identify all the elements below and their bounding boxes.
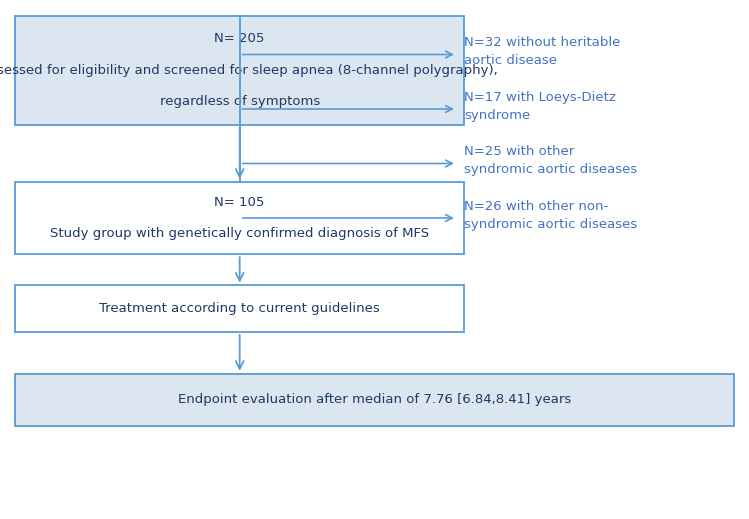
Text: N=17 with Loeys-Dietz
syndrome: N=17 with Loeys-Dietz syndrome — [464, 91, 616, 122]
Text: Treatment according to current guidelines: Treatment according to current guideline… — [100, 302, 380, 316]
Text: N= 105: N= 105 — [214, 196, 265, 209]
Text: regardless of symptoms: regardless of symptoms — [160, 94, 320, 108]
Text: N= 205: N= 205 — [214, 32, 265, 46]
Text: Endpoint evaluation after median of 7.76 [6.84,8.41] years: Endpoint evaluation after median of 7.76… — [178, 393, 571, 406]
FancyBboxPatch shape — [15, 16, 464, 125]
FancyBboxPatch shape — [15, 374, 734, 426]
Text: Assessed for eligibility and screened for sleep apnea (8-channel polygraphy),: Assessed for eligibility and screened fo… — [0, 63, 498, 77]
Text: N=32 without heritable
aortic disease: N=32 without heritable aortic disease — [464, 36, 621, 67]
FancyBboxPatch shape — [15, 285, 464, 332]
Text: N=25 with other
syndromic aortic diseases: N=25 with other syndromic aortic disease… — [464, 145, 637, 176]
Text: Study group with genetically confirmed diagnosis of MFS: Study group with genetically confirmed d… — [50, 227, 429, 240]
FancyBboxPatch shape — [15, 182, 464, 254]
Text: N=26 with other non-
syndromic aortic diseases: N=26 with other non- syndromic aortic di… — [464, 200, 637, 231]
